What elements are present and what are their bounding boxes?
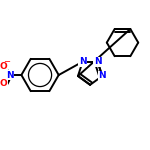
Text: N: N bbox=[6, 70, 13, 80]
Text: N: N bbox=[79, 57, 86, 66]
Text: N: N bbox=[98, 72, 106, 81]
Text: −: − bbox=[3, 57, 10, 66]
Text: O: O bbox=[0, 62, 8, 71]
Text: O: O bbox=[0, 79, 8, 88]
Text: N: N bbox=[94, 57, 101, 66]
